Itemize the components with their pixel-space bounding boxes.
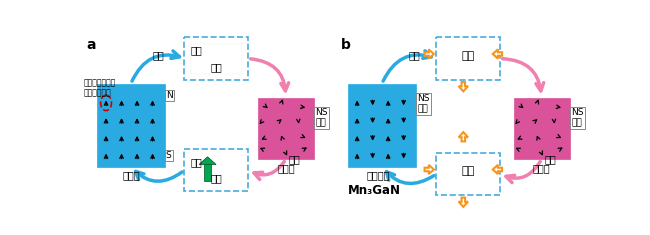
Text: S: S [166,151,172,160]
Text: a: a [86,38,96,52]
Text: 放熱: 放熱 [289,154,300,164]
Text: Mn₃GaN: Mn₃GaN [348,184,401,197]
Bar [258,98,314,159]
Text: 強磁性: 強磁性 [122,171,140,181]
Polygon shape [199,157,216,164]
Text: 常磁性: 常磁性 [277,163,294,173]
Polygon shape [424,49,434,59]
Text: 磁気モーメント
（原子磁石）: 磁気モーメント （原子磁石） [84,78,116,98]
Bar [190,44,242,74]
Text: 吸熱: 吸熱 [153,50,164,60]
Text: b: b [341,38,351,52]
Text: NS
無し: NS 無し [571,108,584,128]
Polygon shape [459,82,468,91]
Text: 吸熱: 吸熱 [409,50,421,60]
Text: 反強磁性: 反強磁性 [367,171,390,181]
Bar [436,153,500,195]
Text: N: N [166,91,172,100]
Polygon shape [459,132,468,141]
Text: NS
無し: NS 無し [315,108,328,128]
Text: 印加: 印加 [210,173,222,183]
Text: 放熱: 放熱 [544,154,556,164]
Polygon shape [203,164,211,181]
Bar [348,84,416,167]
Bar [185,37,248,80]
Polygon shape [424,165,434,174]
Polygon shape [493,165,502,174]
Bar [514,98,569,159]
Text: 磁場: 磁場 [190,157,202,167]
Text: 磁場: 磁場 [190,45,202,55]
Text: 除圧: 除圧 [462,166,474,176]
Polygon shape [459,17,468,26]
Text: 加圧: 加圧 [462,51,474,61]
Bar [185,149,248,192]
Polygon shape [459,198,468,207]
Polygon shape [493,49,502,59]
Text: 除去: 除去 [210,62,222,72]
Text: NS
無し: NS 無し [417,94,430,114]
Bar [97,84,165,167]
Text: 常磁性: 常磁性 [533,163,551,173]
Bar [436,37,500,80]
